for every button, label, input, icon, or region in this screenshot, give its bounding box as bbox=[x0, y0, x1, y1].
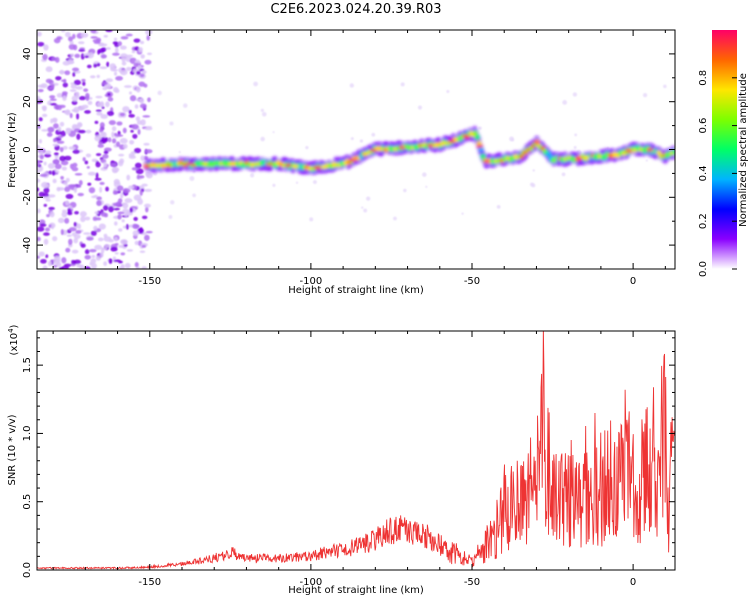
x-tick-label: -150 bbox=[138, 276, 161, 287]
heatmap-trace bbox=[143, 125, 675, 175]
snr-series-line bbox=[37, 331, 675, 570]
colorbar-tick-label: 0.4 bbox=[698, 165, 709, 181]
heatmap-ylabel: Frequency (Hz) bbox=[7, 112, 18, 188]
colorbar bbox=[712, 30, 737, 269]
snr-multiplier: (x104) bbox=[7, 324, 20, 355]
x-tick-label: -100 bbox=[300, 577, 323, 588]
heatmap-noise bbox=[37, 30, 667, 269]
heatmap-y-axis: -40 -20 0 20 40 bbox=[22, 29, 675, 270]
x-tick-label: -150 bbox=[138, 577, 161, 588]
snr-xlabel: Height of straight line (km) bbox=[288, 585, 424, 596]
colorbar-tick-label: 0.8 bbox=[698, 70, 709, 86]
heatmap-xlabel: Height of straight line (km) bbox=[288, 285, 424, 296]
y-tick-label: 0.5 bbox=[22, 494, 33, 510]
snr-frame bbox=[36, 330, 676, 571]
snr-ylabel: SNR (10 * v/v) bbox=[7, 414, 18, 485]
x-tick-label: 0 bbox=[630, 577, 636, 588]
heatmap-x-axis: -150 -100 -50 0 bbox=[52, 30, 666, 287]
x-tick-label: 0 bbox=[630, 276, 636, 287]
colorbar-tick-label: 0.2 bbox=[698, 213, 709, 229]
snr-x-axis: -150 -100 -50 0 bbox=[52, 331, 666, 588]
colorbar-axis: 0.0 0.2 0.4 0.6 0.8 bbox=[698, 70, 737, 277]
y-tick-label: 1.0 bbox=[22, 425, 33, 441]
x-tick-label: -50 bbox=[464, 577, 480, 588]
x-tick-label: -50 bbox=[464, 276, 480, 287]
y-tick-label: 0 bbox=[22, 146, 33, 152]
colorbar-label: Normalized spectral amplitude bbox=[738, 73, 749, 227]
y-tick-label: -20 bbox=[22, 189, 33, 205]
colorbar-tick-label: 0.6 bbox=[698, 118, 709, 134]
heatmap-marks bbox=[37, 30, 675, 269]
y-tick-label: 1.5 bbox=[22, 357, 33, 373]
y-tick-label: 40 bbox=[22, 48, 33, 61]
snr-y-axis: 0.0 0.5 1.0 1.5 bbox=[22, 337, 675, 578]
colorbar-tick-label: 0.0 bbox=[698, 261, 709, 277]
page-title: C2E6.2023.024.20.39.R03 bbox=[270, 2, 442, 17]
y-tick-label: -40 bbox=[22, 237, 33, 253]
y-tick-label: 20 bbox=[22, 95, 33, 108]
y-tick-label: 0.0 bbox=[22, 562, 33, 578]
x-tick-label: -100 bbox=[300, 276, 323, 287]
